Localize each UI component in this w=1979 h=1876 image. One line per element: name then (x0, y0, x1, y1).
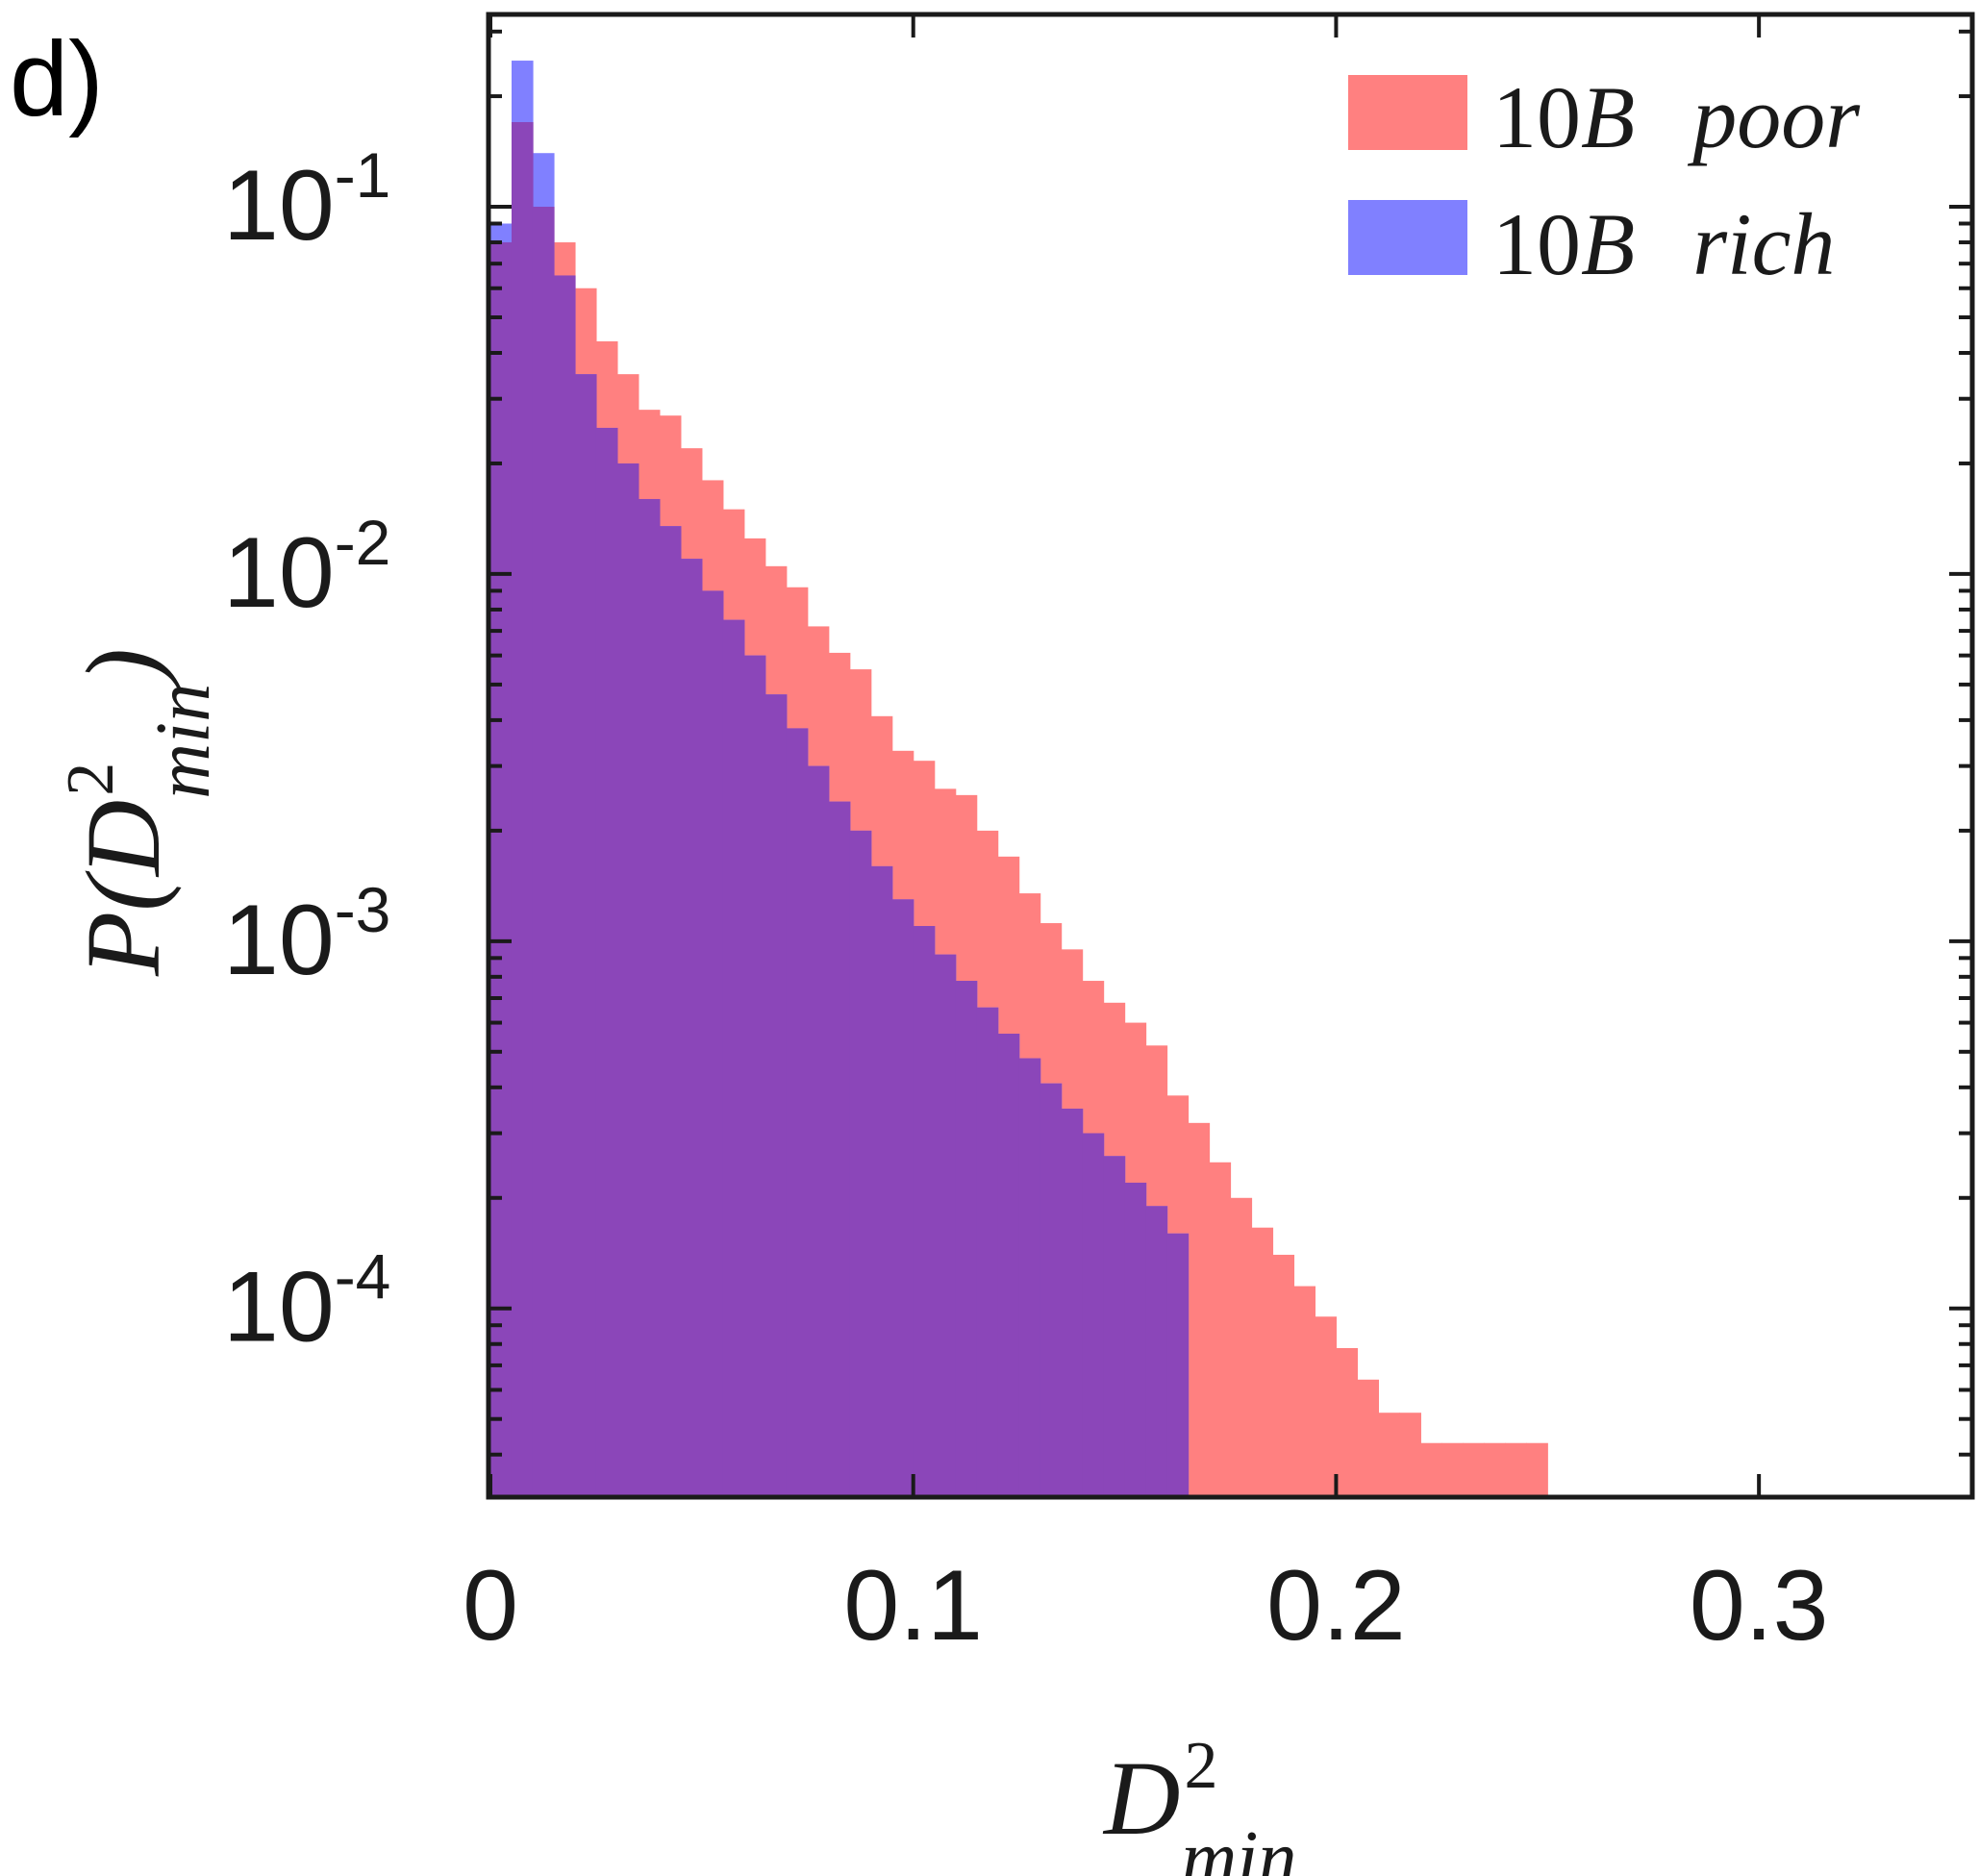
overlap-bar-18 (870, 865, 893, 1495)
legend-swatch-poor (1348, 75, 1467, 150)
y-tick-label-2: 10-3 (223, 874, 390, 996)
overlap-bar-10 (701, 590, 724, 1495)
y-axis-label-prefix-p: P( (64, 870, 182, 977)
y-tick-label-1: 10-2 (223, 507, 390, 629)
overlap-bar-15 (807, 765, 830, 1495)
overlap-bar-4 (574, 374, 597, 1495)
poor-bar-49 (1526, 1442, 1548, 1495)
poor-bar-41 (1357, 1379, 1379, 1495)
x-tick-label-2: 0.2 (1266, 1550, 1406, 1662)
poor-bar-47 (1484, 1442, 1506, 1495)
overlap-bar-2 (532, 207, 555, 1495)
poor-bar-43 (1399, 1413, 1421, 1495)
x-tick-label-3: 0.3 (1690, 1550, 1829, 1662)
y-axis-label-sub: min (141, 684, 226, 799)
poor-bar-40 (1336, 1347, 1359, 1495)
overlap-bar-21 (934, 954, 957, 1495)
overlap-bar-19 (891, 899, 914, 1495)
poor-bar-36 (1251, 1227, 1274, 1495)
overlap-bar-32 (1166, 1233, 1190, 1495)
x-tick-label-0: 0 (463, 1550, 518, 1662)
plot-frame (486, 12, 1975, 1500)
overlap-bar-22 (955, 981, 978, 1495)
poor-bar-42 (1378, 1413, 1400, 1495)
overlap-bar-28 (1082, 1133, 1105, 1495)
overlap-bar-25 (1018, 1058, 1041, 1495)
poor-bar-44 (1420, 1442, 1442, 1495)
overlap-bar-29 (1103, 1156, 1126, 1495)
legend-label-poor: 10B poor (1492, 68, 1861, 166)
poor-bar-37 (1272, 1254, 1295, 1495)
overlap-bar-20 (913, 926, 936, 1495)
overlap-bar-27 (1061, 1108, 1084, 1495)
poor-bar-39 (1315, 1316, 1338, 1495)
overlap-bar-5 (595, 427, 618, 1495)
y-axis-label: P(D 2 min) (54, 648, 226, 977)
y-axis-label-suffix: ) (64, 648, 182, 689)
poor-bar-46 (1463, 1442, 1485, 1495)
panel-label: d) (10, 20, 104, 138)
overlap-bar-24 (997, 1034, 1020, 1495)
overlap-bar-17 (849, 830, 872, 1495)
x-axis-label-sub: min (1181, 1816, 1296, 1876)
poor-bar-38 (1293, 1286, 1316, 1495)
overlap-bar-16 (828, 801, 851, 1495)
overlap-bar-8 (659, 526, 682, 1495)
overlap-bar-11 (722, 619, 745, 1495)
poor-bar-34 (1209, 1162, 1232, 1495)
x-axis-label: D2 min (1102, 1729, 1296, 1876)
overlap-bar-0 (490, 242, 513, 1496)
legend: 10B poor 10B rich (1348, 68, 1861, 293)
overlap-bar-9 (680, 559, 703, 1495)
overlap-bar-6 (616, 463, 639, 1496)
x-axis-label-main: D (1102, 1739, 1180, 1857)
overlap-bar-30 (1124, 1182, 1147, 1495)
poor-bar-35 (1230, 1197, 1253, 1495)
overlap-bar-26 (1040, 1083, 1063, 1495)
overlap-bar-7 (638, 498, 661, 1495)
overlap-series (490, 122, 1190, 1496)
y-tick-label-0: 10-1 (223, 139, 390, 262)
y-axis-label-main: D (64, 800, 182, 878)
poor-bar-45 (1441, 1442, 1464, 1495)
y-axis-label-sup: 2 (54, 763, 128, 796)
overlap-bar-1 (511, 122, 534, 1496)
y-tick-labels: 10-1 10-2 10-3 10-4 (223, 139, 390, 1363)
x-axis-label-sup: 2 (1184, 1729, 1217, 1803)
overlap-bar-13 (764, 694, 788, 1495)
poor-bar-33 (1188, 1122, 1211, 1495)
overlap-bar-3 (553, 275, 576, 1495)
axis-ticks (488, 16, 1970, 1495)
overlap-bar-14 (786, 728, 809, 1495)
x-tick-label-1: 0.1 (843, 1550, 983, 1662)
legend-label-rich: 10B rich (1492, 195, 1835, 293)
y-tick-label-3: 10-4 (223, 1241, 390, 1363)
x-tick-labels: 0 0.1 0.2 0.3 (463, 1550, 1828, 1662)
overlap-bar-23 (976, 1007, 999, 1495)
legend-swatch-rich (1348, 200, 1467, 275)
overlap-bar-12 (743, 655, 766, 1495)
overlap-bar-31 (1145, 1206, 1168, 1495)
poor-bar-48 (1505, 1442, 1527, 1495)
